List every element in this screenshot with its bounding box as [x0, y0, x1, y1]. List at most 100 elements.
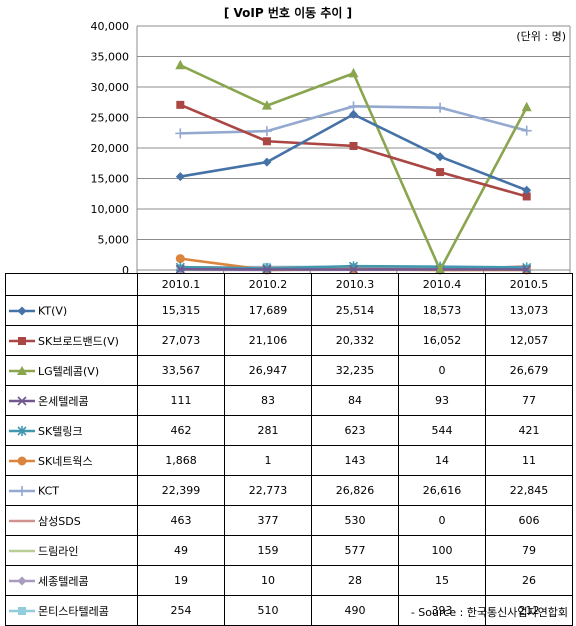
- data-value-cell: 19: [138, 566, 225, 596]
- y-tick-label: 40,000: [91, 20, 130, 33]
- legend-key: [8, 545, 36, 557]
- x-category-label: 2010.5: [486, 274, 573, 296]
- data-value-cell: 28: [312, 566, 399, 596]
- data-point: [435, 103, 445, 113]
- data-value-cell: 26,947: [225, 356, 312, 386]
- data-point: [263, 137, 271, 145]
- data-point: [522, 102, 532, 112]
- data-value-cell: 377: [225, 506, 312, 536]
- source-note: - Source : 한국통신사업자연합회: [411, 604, 568, 620]
- data-value-cell: 83: [225, 386, 312, 416]
- unit-label: (단위 : 명): [516, 28, 566, 44]
- data-value-cell: 111: [138, 386, 225, 416]
- series-label-cell: SK브로드밴드(V): [6, 326, 138, 356]
- series-label-cell: LG텔레콤(V): [6, 356, 138, 386]
- series-name: 삼성SDS: [38, 515, 81, 528]
- legend-key: [8, 515, 36, 527]
- data-value-cell: 25,514: [312, 296, 399, 326]
- data-value-cell: 11: [486, 446, 573, 476]
- legend-key: [8, 305, 36, 317]
- legend-key: [8, 425, 36, 437]
- data-value-cell: 530: [312, 506, 399, 536]
- data-value-cell: 254: [138, 596, 225, 626]
- data-value-cell: 421: [486, 416, 573, 446]
- data-value-cell: 0: [399, 356, 486, 386]
- data-value-cell: 10: [225, 566, 312, 596]
- data-value-cell: 1,868: [138, 446, 225, 476]
- legend-key: [8, 365, 36, 377]
- x-category-label: 2010.3: [312, 274, 399, 296]
- series-name: SK브로드밴드(V): [38, 335, 119, 348]
- series-name: 몬티스타텔레콤: [38, 605, 109, 618]
- data-value-cell: 544: [399, 416, 486, 446]
- series-name: SK텔링크: [38, 425, 83, 438]
- data-point: [436, 152, 445, 161]
- legend-key: [8, 605, 36, 617]
- data-value-cell: 22,845: [486, 476, 573, 506]
- data-point: [175, 60, 185, 70]
- data-point: [349, 101, 359, 111]
- legend-key: [8, 575, 36, 587]
- data-point: [262, 126, 272, 136]
- data-value-cell: 490: [312, 596, 399, 626]
- data-value-cell: 0: [399, 506, 486, 536]
- data-value-cell: 26,679: [486, 356, 573, 386]
- data-value-cell: 462: [138, 416, 225, 446]
- series-name: 세종텔레콤: [38, 575, 89, 588]
- data-value-cell: 463: [138, 506, 225, 536]
- data-value-cell: 20,332: [312, 326, 399, 356]
- data-value-cell: 22,399: [138, 476, 225, 506]
- x-category-label: 2010.2: [225, 274, 312, 296]
- y-tick-label: 15,000: [91, 173, 130, 186]
- table-corner: [6, 274, 138, 296]
- series-label-cell: SK네트웍스: [6, 446, 138, 476]
- data-value-cell: 18,573: [399, 296, 486, 326]
- data-value-cell: 100: [399, 536, 486, 566]
- series-label-cell: 세종텔레콤: [6, 566, 138, 596]
- series-label-cell: KT(V): [6, 296, 138, 326]
- legend-key: [8, 335, 36, 347]
- series-name: KT(V): [38, 304, 67, 317]
- data-value-cell: 510: [225, 596, 312, 626]
- data-value-cell: 623: [312, 416, 399, 446]
- data-value-cell: 26,616: [399, 476, 486, 506]
- data-value-cell: 606: [486, 506, 573, 536]
- series-label-cell: KCT: [6, 476, 138, 506]
- series-label-cell: 몬티스타텔레콤: [6, 596, 138, 626]
- y-tick-label: 20,000: [91, 142, 130, 155]
- data-value-cell: 281: [225, 416, 312, 446]
- series-label-cell: 온세텔레콤: [6, 386, 138, 416]
- data-value-cell: 14: [399, 446, 486, 476]
- data-value-cell: 21,106: [225, 326, 312, 356]
- data-value-cell: 143: [312, 446, 399, 476]
- data-value-cell: 26: [486, 566, 573, 596]
- series-name: LG텔레콤(V): [38, 365, 99, 378]
- legend-key: [8, 485, 36, 497]
- data-point: [436, 168, 444, 176]
- y-tick-label: 5,000: [98, 234, 130, 247]
- data-value-cell: 93: [399, 386, 486, 416]
- x-category-label: 2010.4: [399, 274, 486, 296]
- series-label-cell: 삼성SDS: [6, 506, 138, 536]
- series-name: SK네트웍스: [38, 455, 93, 468]
- data-value-cell: 17,689: [225, 296, 312, 326]
- data-point: [522, 126, 532, 136]
- data-value-cell: 77: [486, 386, 573, 416]
- data-point: [176, 101, 184, 109]
- data-value-cell: 1: [225, 446, 312, 476]
- series-name: 온세텔레콤: [38, 395, 89, 408]
- data-value-cell: 32,235: [312, 356, 399, 386]
- data-point: [176, 172, 185, 181]
- data-value-cell: 49: [138, 536, 225, 566]
- data-point: [349, 68, 359, 78]
- x-category-label: 2010.1: [138, 274, 225, 296]
